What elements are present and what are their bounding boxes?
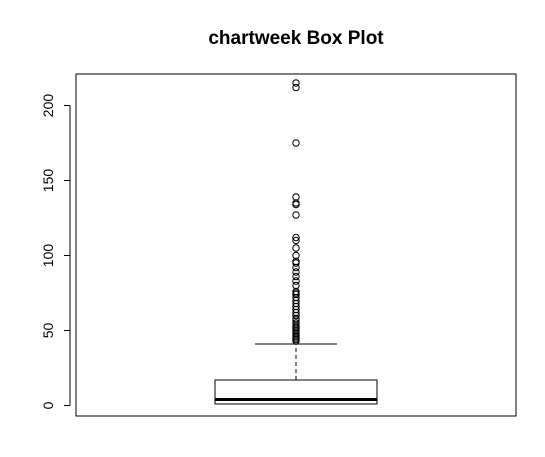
outlier-point — [292, 233, 300, 242]
y-tick-label: 0 — [40, 401, 56, 409]
outlier-point — [292, 251, 300, 260]
outlier-point — [292, 236, 300, 245]
outlier-point — [292, 211, 300, 219]
outlier-point — [292, 79, 300, 87]
chart-title: chartweek Box Plot — [208, 28, 384, 49]
y-tick-label: 200 — [40, 94, 56, 118]
outlier-point — [292, 83, 300, 92]
outlier-point — [292, 272, 300, 281]
outlier-point — [292, 244, 300, 252]
outlier-point — [292, 257, 300, 266]
outlier-point — [292, 289, 300, 297]
outlier-point — [292, 199, 300, 207]
outlier-point — [292, 200, 300, 209]
y-axis: 0 50 100 150 200 — [40, 94, 71, 409]
outlier-point — [292, 319, 300, 327]
y-tick-label: 50 — [40, 323, 56, 339]
outlier-point — [292, 193, 300, 201]
outlier-point — [292, 281, 300, 290]
outlier-points — [292, 79, 300, 345]
plot-frame — [75, 73, 517, 417]
outlier-point — [292, 277, 300, 285]
y-tick-label: 100 — [40, 244, 56, 268]
y-tick-label: 150 — [40, 169, 56, 193]
outlier-point — [292, 259, 300, 267]
box-series — [214, 79, 378, 405]
outlier-point — [292, 139, 300, 147]
outlier-point — [292, 268, 300, 276]
y-ticks: 0 50 100 150 200 — [40, 94, 70, 409]
